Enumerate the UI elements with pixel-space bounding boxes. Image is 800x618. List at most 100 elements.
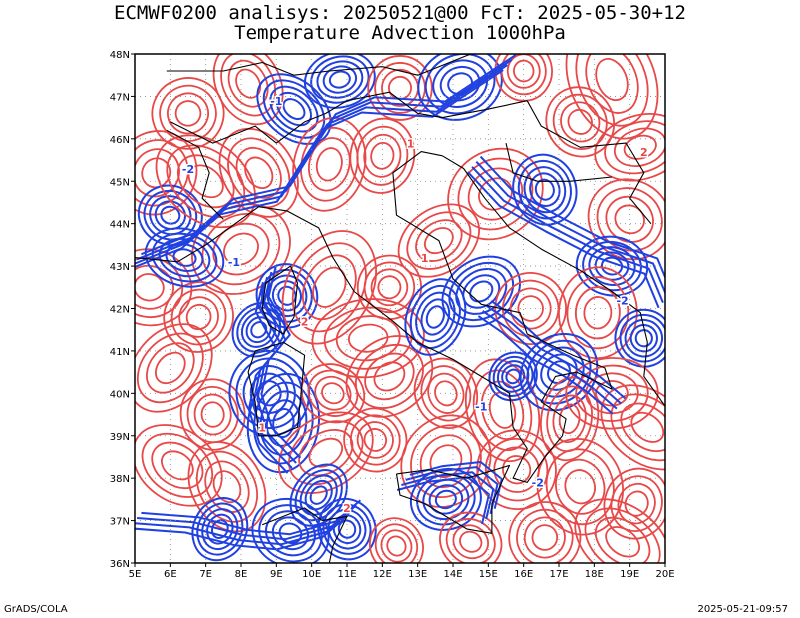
warm-contour bbox=[386, 535, 407, 557]
lon-tick-label: 19E bbox=[620, 569, 639, 580]
warm-contour bbox=[356, 125, 409, 186]
cold-front-contour bbox=[401, 471, 495, 520]
render-timestamp: 2025-05-21-09:57 bbox=[697, 604, 788, 615]
cold-front-contour bbox=[405, 466, 499, 515]
contour-value-label: 2 bbox=[301, 315, 309, 328]
warm-contour bbox=[151, 441, 204, 490]
cold-contour bbox=[206, 513, 234, 545]
cold-contour bbox=[439, 65, 481, 102]
warm-contour bbox=[307, 369, 359, 417]
warm-contour bbox=[603, 467, 665, 540]
warm-contour bbox=[235, 147, 282, 199]
warm-contour bbox=[377, 275, 402, 300]
warm-contour bbox=[186, 385, 239, 444]
warm-contour bbox=[364, 352, 415, 401]
lon-tick-label: 14E bbox=[443, 569, 462, 580]
cold-front-contour bbox=[490, 300, 627, 400]
lon-tick-label: 5E bbox=[129, 569, 142, 580]
warm-contour bbox=[613, 127, 665, 167]
warm-contour bbox=[170, 288, 227, 346]
warm-contour bbox=[502, 279, 560, 338]
lon-tick-label: 10E bbox=[302, 569, 321, 580]
cold-contour bbox=[634, 329, 653, 348]
cold-contour bbox=[210, 519, 229, 540]
warm-contour bbox=[380, 529, 413, 563]
warm-contour bbox=[141, 432, 214, 498]
warm-contour bbox=[204, 460, 250, 513]
coastline bbox=[166, 54, 471, 76]
warm-contour bbox=[531, 524, 559, 551]
warm-contour bbox=[159, 84, 217, 143]
cold-contour bbox=[299, 474, 338, 516]
cold-contour bbox=[275, 91, 313, 127]
warm-contour bbox=[583, 296, 613, 330]
cold-contour bbox=[322, 65, 358, 94]
warm-contour bbox=[575, 54, 649, 127]
warm-contour bbox=[136, 332, 204, 404]
coastline bbox=[261, 507, 348, 563]
warm-contour bbox=[335, 315, 401, 362]
warm-contour bbox=[363, 428, 388, 452]
warm-contour bbox=[596, 187, 663, 252]
contour-layer bbox=[135, 54, 665, 563]
warm-contour bbox=[558, 403, 581, 435]
cold-contour bbox=[534, 178, 555, 201]
warm-contour bbox=[315, 147, 343, 182]
warm-contour bbox=[193, 393, 232, 436]
cold-front-contour bbox=[467, 171, 660, 309]
warm-contour bbox=[478, 177, 513, 211]
cold-contour bbox=[303, 54, 376, 109]
warm-contour bbox=[564, 469, 596, 505]
cold-contour bbox=[144, 227, 225, 288]
contour-value-label: 2 bbox=[640, 146, 648, 159]
warm-contour bbox=[472, 369, 533, 452]
cold-contour bbox=[624, 318, 664, 358]
lat-tick-label: 48N bbox=[110, 50, 130, 61]
warm-contour bbox=[370, 141, 395, 170]
warm-contour bbox=[161, 450, 194, 481]
warm-contour bbox=[500, 54, 547, 96]
lat-tick-label: 45N bbox=[110, 177, 130, 188]
warm-contour bbox=[459, 530, 483, 553]
warm-contour bbox=[406, 211, 472, 270]
lon-tick-label: 18E bbox=[585, 569, 604, 580]
warm-contour bbox=[605, 526, 640, 558]
coastline-layer bbox=[135, 54, 665, 563]
lon-tick-label: 11E bbox=[337, 569, 356, 580]
warm-contour bbox=[513, 59, 535, 83]
cold-front-contour bbox=[471, 166, 664, 303]
lon-tick-label: 8E bbox=[235, 569, 248, 580]
warm-contour bbox=[452, 524, 489, 560]
warm-contour bbox=[185, 303, 212, 331]
warm-contour bbox=[347, 323, 389, 353]
warm-contour bbox=[595, 58, 629, 102]
cold-contour bbox=[236, 306, 282, 353]
cold-contour bbox=[420, 298, 451, 336]
cold-contour bbox=[327, 508, 367, 550]
warm-contour bbox=[594, 113, 665, 182]
cold-contour bbox=[191, 497, 249, 562]
warm-contour bbox=[135, 323, 213, 413]
cold-contour bbox=[519, 332, 599, 412]
cold-contour bbox=[149, 195, 192, 236]
coastline bbox=[135, 231, 224, 263]
warm-contour bbox=[218, 127, 299, 218]
cold-contour bbox=[404, 278, 467, 356]
cold-contour bbox=[526, 339, 592, 405]
warm-contour bbox=[354, 343, 424, 409]
warm-contour bbox=[200, 401, 225, 428]
cold-contour bbox=[629, 324, 658, 353]
lon-tick-label: 6E bbox=[164, 569, 177, 580]
warm-contour bbox=[356, 421, 394, 459]
warm-contour bbox=[179, 378, 246, 451]
warm-contour bbox=[567, 108, 593, 135]
contour-value-label: -2 bbox=[182, 163, 194, 176]
cold-contour bbox=[469, 280, 494, 303]
warm-contour bbox=[166, 144, 246, 219]
warm-contour bbox=[439, 511, 503, 563]
lon-tick-label: 20E bbox=[655, 569, 674, 580]
lat-lon-grid bbox=[131, 53, 666, 567]
lat-tick-label: 47N bbox=[110, 92, 130, 103]
cold-contour bbox=[246, 372, 321, 474]
